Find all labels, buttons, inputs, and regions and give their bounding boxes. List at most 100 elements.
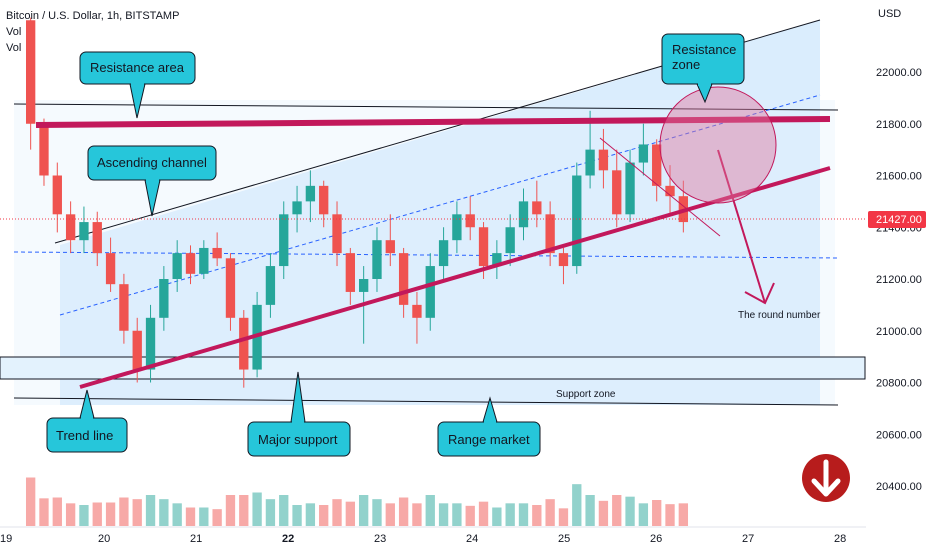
volume-bar [478,501,489,526]
candle-body [119,284,129,331]
candle-body [39,123,49,176]
down-arrow-badge[interactable] [802,454,850,502]
y-tick-label: 21600.00 [876,171,922,183]
x-tick-label: 20 [98,533,110,545]
volume-bar [239,495,249,526]
candle-body [305,185,316,202]
volume-bar [638,503,649,526]
candle-body [279,214,289,267]
x-tick-label: 27 [742,533,754,545]
volume-bar [572,484,582,526]
callout-ascending-channel[interactable]: Ascending channel [87,145,217,217]
volume-bar [345,501,356,526]
volume-bar [279,495,289,526]
candle-body [265,266,276,305]
dashed-level-line [13,251,841,259]
projection-arrow-line [717,149,766,304]
candle-body [319,185,329,215]
volume-bar [332,499,342,526]
candle-body [625,162,635,215]
callout-range-market[interactable]: Range market [437,396,541,457]
volume-bar [412,503,422,526]
volume-bar [532,505,542,526]
x-axis-ticks: 19 20 21 22 23 24 25 26 27 28 [0,533,846,545]
callout-resistance-area[interactable]: Resistance area [79,51,196,119]
callout-trend-line[interactable]: Trend line [46,389,128,453]
x-tick-label: 21 [190,533,202,545]
candle-body [492,253,502,267]
candle-body [412,304,422,318]
candle-body [478,227,489,267]
candle-body [438,240,449,267]
candle-body [638,144,649,163]
channel-fill [60,20,820,405]
price-axis[interactable] [866,0,932,527]
candle-body [598,149,609,171]
volume-bar [92,502,102,526]
callout-resistance-zone[interactable]: Resistance zone [661,33,745,104]
x-tick-label: 28 [834,533,846,545]
candle-body [92,222,102,254]
candle-body [212,247,222,259]
volume-bar [25,477,36,526]
last-price-text: 21427.00 [876,214,922,226]
volume-label-2[interactable]: Vol [6,42,22,54]
candles-group [25,17,689,388]
volume-bar [52,497,62,526]
x-tick-label: 22 [282,533,294,545]
volume-bar [305,503,316,526]
y-tick-label: 21200.00 [876,274,922,286]
volume-bar [465,505,475,526]
y-axis-ticks: 22000.0021800.0021600.0021400.0021200.00… [876,67,922,493]
candle-body [452,214,462,241]
mid-channel-line [59,94,821,316]
last-price-tag [868,211,926,228]
symbol-title[interactable]: Bitcoin / U.S. Dollar, 1h, BITSTAMP [6,10,180,22]
x-tick-label: 19 [0,533,12,545]
time-axis[interactable] [0,527,932,550]
candle-body [239,317,249,370]
volume-bar [385,503,395,526]
y-tick-label: 22000.00 [876,67,922,79]
volume-bar [39,498,49,526]
candle-body [25,20,36,124]
volume-bar [558,508,569,526]
candle-body [398,253,409,305]
y-tick-label: 21800.00 [876,119,922,131]
candle-body [518,201,529,228]
candle-body [199,247,209,274]
volume-bar [398,497,409,526]
volume-bar [199,507,209,526]
volume-label-1[interactable]: Vol [6,26,22,38]
volume-bar [425,495,435,526]
candle-body [292,201,302,215]
callout-major-support[interactable]: Major support [247,371,351,457]
candle-body [385,240,395,254]
candle-body [172,253,182,279]
candle-body [665,185,675,197]
resistance-top-line [13,103,839,111]
y-tick-label: 21000.00 [876,326,922,338]
volume-bar [652,500,662,526]
volume-bar [585,495,595,526]
volume-bar [105,502,116,526]
volume-bar [319,505,329,526]
support-zone-label: Support zone [556,389,616,400]
volume-bar [545,499,555,526]
callout-range-market-text: Range market [448,432,530,447]
callout-ascending-channel-text: Ascending channel [97,155,207,170]
callout-resistance-zone-text-1: Resistance [672,42,736,57]
y-tick-label: 20800.00 [876,378,922,390]
y-tick-label: 20400.00 [876,481,922,493]
callout-resistance-zone-text-2: zone [672,57,700,72]
candle-body [185,253,196,274]
candle-body [372,240,382,279]
candle-body [332,214,342,254]
volume-bar [79,505,89,526]
volume-bar [119,497,129,526]
candle-body [612,170,622,215]
candle-body [652,144,662,186]
candle-body [132,330,142,370]
